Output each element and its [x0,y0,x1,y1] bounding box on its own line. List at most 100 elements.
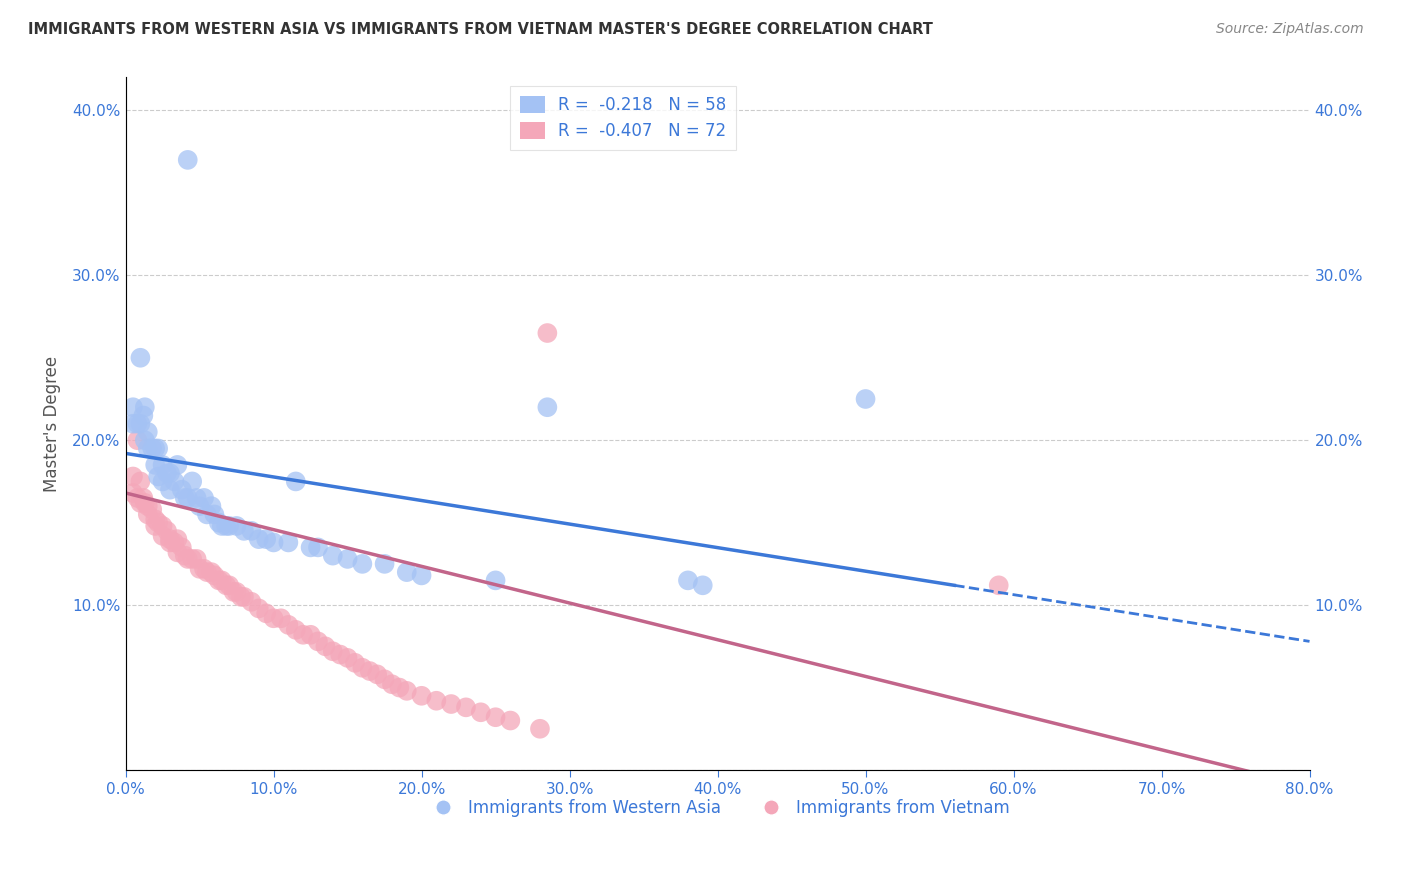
Point [352,661,374,675]
Point [122,401,145,415]
Point [855,392,877,406]
Point [336,651,359,665]
Point [247,601,270,615]
Point [218,519,240,533]
Point [254,532,277,546]
Point [193,562,215,576]
Point [163,535,186,549]
Point [186,552,208,566]
Point [122,417,145,431]
Point [277,535,299,549]
Point [536,326,558,340]
Point [254,607,277,621]
Point [218,578,240,592]
Point [374,673,396,687]
Point [314,640,336,654]
Point [240,524,263,538]
Point [159,466,181,480]
Point [127,434,149,448]
Point [225,519,247,533]
Point [129,351,152,365]
Point [136,508,159,522]
Point [202,508,225,522]
Point [159,532,181,546]
Point [299,541,322,555]
Point [156,524,179,538]
Point [177,552,200,566]
Point [188,562,211,576]
Point [152,519,174,533]
Point [132,491,155,505]
Point [177,491,200,505]
Point [240,595,263,609]
Point [329,648,352,662]
Point [152,475,174,489]
Point [134,401,156,415]
Point [270,611,292,625]
Point [411,689,433,703]
Point [247,532,270,546]
Point [127,417,149,431]
Text: Source: ZipAtlas.com: Source: ZipAtlas.com [1216,22,1364,37]
Point [676,574,699,588]
Point [263,611,285,625]
Point [181,475,204,489]
Point [159,483,181,497]
Point [366,667,388,681]
Legend: Immigrants from Western Asia, Immigrants from Vietnam: Immigrants from Western Asia, Immigrants… [419,793,1017,824]
Y-axis label: Master's Degree: Master's Degree [44,356,60,491]
Point [343,656,366,670]
Point [411,568,433,582]
Point [536,401,558,415]
Point [143,519,166,533]
Point [529,722,551,736]
Point [284,475,307,489]
Point [166,458,188,472]
Point [987,578,1010,592]
Point [127,491,149,505]
Point [200,565,222,579]
Point [193,491,215,505]
Point [163,475,186,489]
Point [692,578,714,592]
Point [381,677,404,691]
Point [186,491,208,505]
Point [336,552,359,566]
Point [215,519,238,533]
Point [470,706,492,720]
Point [395,683,418,698]
Point [136,425,159,439]
Point [202,568,225,582]
Point [166,532,188,546]
Point [352,557,374,571]
Point [143,442,166,456]
Point [263,535,285,549]
Point [173,549,195,563]
Point [484,574,506,588]
Point [292,628,315,642]
Point [136,442,159,456]
Point [454,700,477,714]
Point [156,466,179,480]
Point [222,585,245,599]
Point [307,541,329,555]
Point [146,516,169,530]
Point [166,545,188,559]
Point [177,153,200,167]
Point [195,508,218,522]
Point [359,664,381,678]
Point [484,710,506,724]
Point [181,552,204,566]
Point [208,516,231,530]
Point [229,590,252,604]
Point [440,697,463,711]
Point [134,496,156,510]
Point [374,557,396,571]
Point [152,458,174,472]
Point [233,524,256,538]
Point [136,499,159,513]
Point [322,644,344,658]
Point [141,502,163,516]
Point [208,574,231,588]
Point [195,565,218,579]
